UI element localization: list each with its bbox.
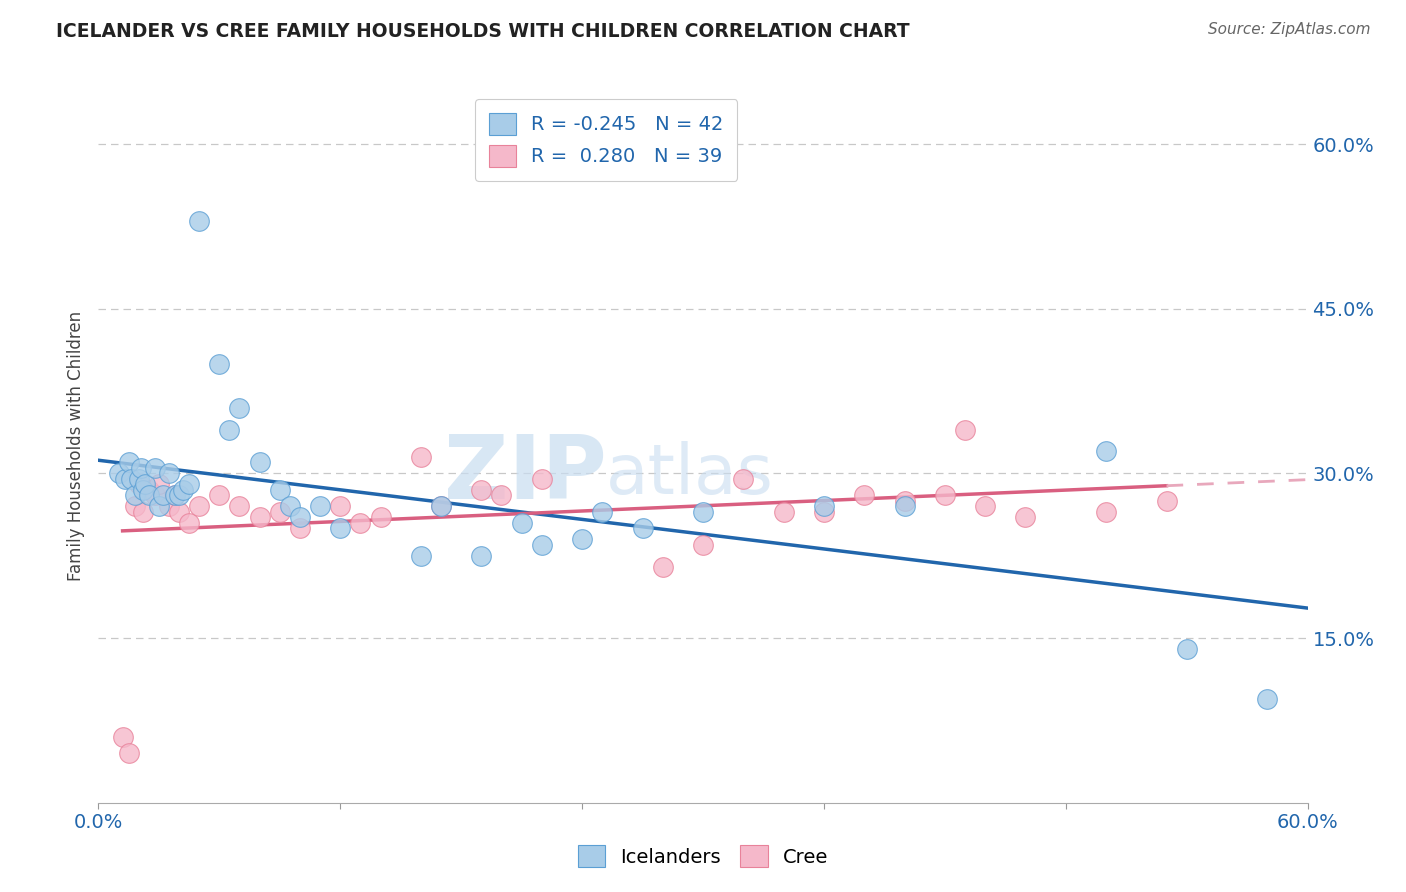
Point: [120, 472, 142, 486]
Point: [138, 488, 160, 502]
Point: [107, 467, 129, 481]
Point: [591, 505, 613, 519]
Point: [329, 500, 352, 514]
Point: [124, 500, 146, 514]
Point: [491, 488, 513, 502]
Point: [188, 214, 211, 228]
Text: atlas: atlas: [606, 441, 775, 508]
Point: [138, 483, 160, 497]
Point: [470, 549, 492, 563]
Point: [571, 533, 593, 547]
Point: [179, 477, 201, 491]
Point: [430, 500, 453, 514]
Point: [218, 423, 240, 437]
Point: [430, 500, 453, 514]
Point: [813, 500, 835, 514]
Point: [1095, 505, 1118, 519]
Point: [114, 472, 136, 486]
Point: [733, 472, 755, 486]
Point: [470, 483, 492, 497]
Point: [409, 549, 432, 563]
Point: [167, 505, 190, 519]
Point: [288, 521, 311, 535]
Point: [249, 455, 271, 469]
Point: [530, 538, 553, 552]
Point: [269, 505, 291, 519]
Point: [349, 516, 371, 530]
Y-axis label: Family Households with Children: Family Households with Children: [66, 311, 84, 581]
Point: [132, 505, 155, 519]
Point: [1256, 691, 1278, 706]
Point: [1175, 642, 1198, 657]
Point: [118, 455, 141, 469]
Text: Source: ZipAtlas.com: Source: ZipAtlas.com: [1208, 22, 1371, 37]
Point: [409, 450, 432, 464]
Legend: R = -0.245   N = 42, R =  0.280   N = 39: R = -0.245 N = 42, R = 0.280 N = 39: [475, 99, 738, 181]
Point: [157, 467, 180, 481]
Point: [329, 521, 352, 535]
Point: [278, 500, 301, 514]
Point: [172, 483, 194, 497]
Point: [1014, 510, 1036, 524]
Point: [510, 516, 533, 530]
Point: [934, 488, 956, 502]
Point: [530, 472, 553, 486]
Point: [111, 730, 134, 744]
Point: [118, 747, 141, 761]
Point: [208, 357, 231, 371]
Point: [228, 500, 250, 514]
Point: [249, 510, 271, 524]
Point: [893, 494, 915, 508]
Point: [1095, 444, 1118, 458]
Point: [309, 500, 332, 514]
Text: ZIP: ZIP: [443, 431, 606, 518]
Point: [1156, 494, 1178, 508]
Point: [148, 477, 170, 491]
Point: [134, 477, 156, 491]
Point: [148, 500, 170, 514]
Point: [143, 461, 166, 475]
Point: [157, 500, 180, 514]
Point: [370, 510, 392, 524]
Point: [772, 505, 794, 519]
Point: [132, 483, 155, 497]
Point: [163, 488, 186, 502]
Point: [167, 488, 190, 502]
Point: [692, 505, 714, 519]
Point: [893, 500, 915, 514]
Point: [128, 472, 150, 486]
Point: [208, 488, 231, 502]
Point: [152, 488, 174, 502]
Point: [813, 505, 835, 519]
Point: [288, 510, 311, 524]
Point: [853, 488, 876, 502]
Point: [974, 500, 997, 514]
Point: [129, 461, 152, 475]
Point: [269, 483, 291, 497]
Legend: Icelanders, Cree: Icelanders, Cree: [569, 837, 837, 875]
Point: [163, 488, 186, 502]
Point: [124, 488, 146, 502]
Point: [631, 521, 654, 535]
Point: [692, 538, 714, 552]
Point: [188, 500, 211, 514]
Point: [228, 401, 250, 415]
Point: [651, 559, 673, 574]
Point: [953, 423, 976, 437]
Point: [128, 477, 150, 491]
Point: [179, 516, 201, 530]
Point: [143, 488, 166, 502]
Text: ICELANDER VS CREE FAMILY HOUSEHOLDS WITH CHILDREN CORRELATION CHART: ICELANDER VS CREE FAMILY HOUSEHOLDS WITH…: [56, 22, 910, 41]
